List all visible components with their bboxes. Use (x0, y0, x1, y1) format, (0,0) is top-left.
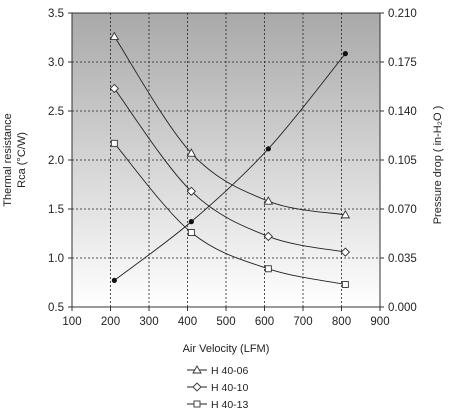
axis-ticks: 100 200 300 400 500 600 700 800 900 0.5 1.0 1.5 2.0 2… (48, 8, 417, 328)
y-right-label: Pressure drop ( in-H₂O ) (432, 106, 444, 225)
x-tick-label: 200 (101, 316, 120, 328)
y-left-label-line1: Thermal resistance (2, 113, 14, 207)
y-left-tick-label: 1.5 (48, 204, 64, 216)
data-point (187, 229, 195, 236)
y-right-tick-label: 0.210 (388, 8, 417, 20)
series-line (114, 53, 346, 281)
legend-label: H 40-06 (211, 365, 249, 377)
data-point (341, 281, 349, 288)
grid (72, 13, 380, 307)
y-left-tick-label: 2.0 (48, 155, 64, 167)
data-point (340, 247, 350, 257)
y-left-tick-label: 2.5 (48, 106, 64, 118)
legend-entry: H 40-13 (187, 399, 249, 411)
y-left-tick-label: 0.5 (48, 302, 64, 314)
y-left-tick-label: 3.5 (48, 8, 64, 20)
x-tick-label: 300 (139, 316, 158, 328)
data-point (109, 31, 120, 40)
series-2 (109, 83, 350, 257)
legend-label: H 40-13 (211, 399, 249, 411)
y-left-label-line2: Rca (°C/W) (16, 132, 28, 188)
data-point (109, 83, 119, 94)
series-layer (109, 31, 351, 288)
series-3 (110, 139, 349, 288)
data-point (263, 196, 274, 205)
series-1 (109, 31, 351, 219)
x-tick-label: 900 (370, 316, 389, 328)
y-left-tick-label: 1.0 (48, 253, 64, 265)
x-axis-label: Air Velocity (LFM) (183, 343, 270, 355)
legend-marker (193, 400, 201, 408)
legend-entry: H 40-06 (187, 365, 249, 377)
y-right-tick-label: 0.000 (388, 302, 417, 314)
y-right-tick-label: 0.035 (388, 253, 417, 265)
data-point (265, 146, 271, 152)
data-point (264, 265, 272, 273)
legend-entry: H 40-10 (187, 382, 249, 394)
y-left-tick-label: 3.0 (48, 57, 64, 69)
y-right-tick-label: 0.070 (388, 204, 417, 216)
data-point (263, 231, 273, 242)
data-point (186, 148, 197, 157)
series-line (114, 143, 346, 285)
y-right-tick-label: 0.105 (388, 155, 417, 167)
y-right-tick-label: 0.175 (388, 57, 417, 69)
data-point (188, 219, 194, 225)
data-point (340, 209, 351, 219)
x-tick-label: 400 (178, 316, 197, 328)
x-tick-label: 600 (255, 316, 274, 328)
data-point (186, 186, 196, 196)
series-4 (111, 51, 348, 283)
legend-marker (192, 365, 202, 374)
series-line (113, 36, 346, 216)
x-tick-label: 700 (293, 316, 312, 328)
x-tick-label: 500 (216, 316, 235, 328)
series-line (113, 88, 346, 253)
legend-marker (192, 382, 202, 392)
data-point (342, 51, 348, 57)
legend-label: H 40-10 (211, 382, 249, 394)
y-right-tick-label: 0.140 (388, 106, 417, 118)
legend: H 40-06 H 40-10 H 40-13 (187, 365, 249, 411)
x-tick-label: 800 (332, 316, 351, 328)
data-point (111, 277, 117, 283)
data-point (110, 139, 118, 147)
x-tick-label: 100 (62, 316, 81, 328)
